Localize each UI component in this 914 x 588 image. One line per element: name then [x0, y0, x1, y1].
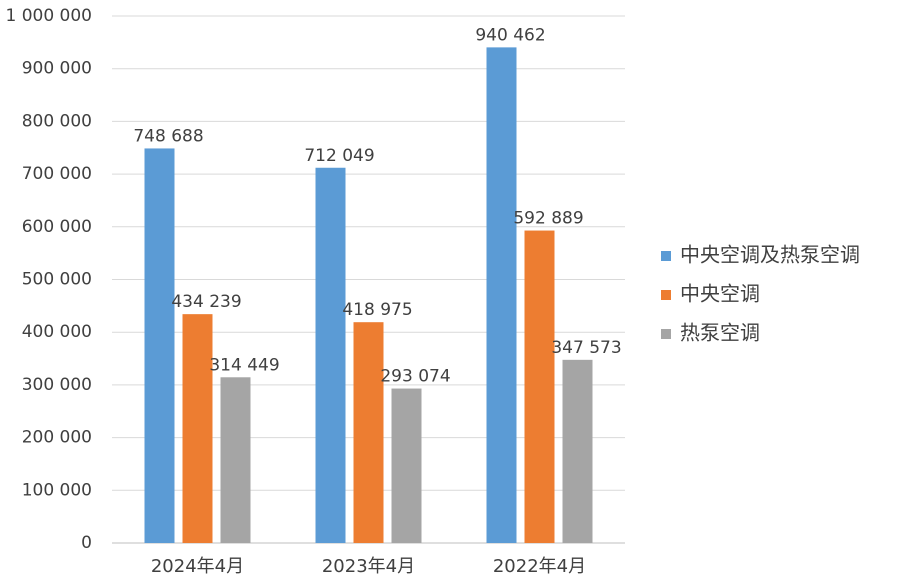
legend-label: 热泵空调	[680, 321, 760, 345]
legend-label: 中央空调	[680, 282, 760, 306]
data-label: 940 462	[475, 25, 545, 45]
y-tick-label: 400 000	[22, 322, 92, 342]
y-tick-label: 600 000	[22, 217, 92, 237]
data-label: 293 074	[380, 367, 450, 387]
legend-swatch	[661, 251, 671, 261]
y-tick-label: 500 000	[22, 270, 92, 290]
data-label: 592 889	[513, 209, 583, 229]
data-label: 434 239	[171, 292, 241, 312]
y-tick-label: 700 000	[22, 164, 92, 184]
data-label: 712 049	[304, 146, 374, 166]
bar	[315, 167, 346, 543]
y-tick-label: 300 000	[22, 375, 92, 395]
legend-swatch	[661, 329, 671, 339]
bar	[353, 322, 384, 543]
bar	[391, 388, 422, 543]
y-tick-label: 900 000	[22, 59, 92, 79]
x-tick-label: 2023年4月	[322, 556, 415, 577]
legend-label: 中央空调及热泵空调	[680, 243, 860, 267]
x-tick-label: 2024年4月	[151, 556, 244, 577]
bar	[182, 314, 213, 543]
data-label: 748 688	[133, 126, 203, 146]
y-tick-label: 0	[81, 533, 92, 553]
bar	[486, 47, 517, 543]
bar	[562, 359, 593, 543]
legend-swatch	[661, 290, 671, 300]
data-label: 347 573	[551, 338, 621, 358]
data-label: 418 975	[342, 300, 412, 320]
y-tick-label: 200 000	[22, 428, 92, 448]
bar	[144, 148, 175, 544]
bar	[220, 377, 251, 543]
data-label: 314 449	[209, 355, 279, 375]
x-tick-label: 2022年4月	[493, 556, 586, 577]
y-tick-label: 100 000	[22, 480, 92, 500]
y-tick-label: 800 000	[22, 111, 92, 131]
y-tick-label: 1 000 000	[5, 6, 92, 26]
bar	[524, 230, 555, 544]
